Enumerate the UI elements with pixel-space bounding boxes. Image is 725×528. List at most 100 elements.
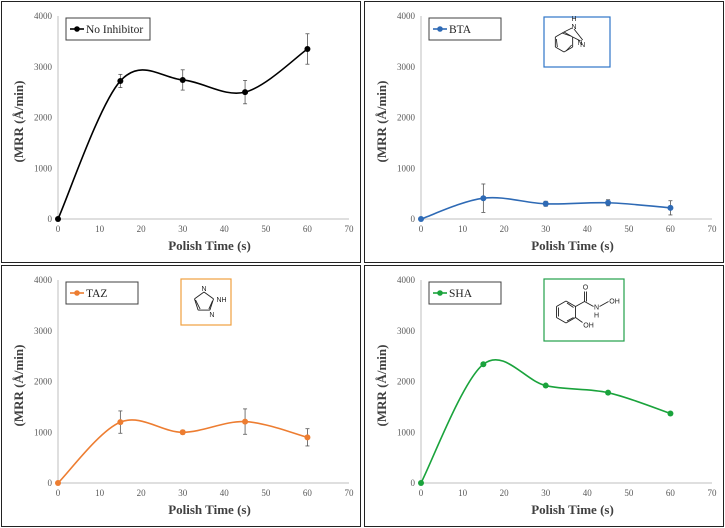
y-tick-label: 0: [411, 478, 416, 488]
y-tick-label: 0: [48, 214, 53, 224]
legend-marker: [437, 290, 443, 296]
legend-label: No Inhibitor: [86, 24, 143, 36]
structure-atom-label: N: [571, 24, 576, 31]
legend-label: SHA: [449, 288, 473, 300]
legend: SHA: [428, 281, 502, 305]
chart-panel-no-inhibitor: 0 1000 2000 3000 4000 0 10 20 30 40 50 60 70 Polish T…: [1, 1, 361, 263]
x-axis-title: Polish Time (s): [168, 238, 251, 253]
y-tick-label: 3000: [34, 326, 53, 336]
data-point: [418, 480, 424, 486]
x-tick-label: 70: [345, 224, 355, 234]
data-point: [480, 361, 487, 368]
y-tick-label: 3000: [397, 326, 416, 336]
y-tick-label: 2000: [34, 113, 53, 123]
legend: TAZ: [65, 281, 139, 305]
triazole-structure: N NH N: [180, 278, 232, 326]
x-axis-title: Polish Time (s): [168, 502, 251, 517]
y-tick-label: 1000: [34, 427, 53, 437]
x-tick-label: 20: [500, 224, 510, 234]
chart-panel-taz: 0 1000 2000 3000 4000 0 10 20 30 40 50 60 70 Polish T…: [1, 265, 361, 527]
x-axis-title: Polish Time (s): [531, 502, 614, 517]
y-tick-label: 0: [48, 478, 53, 488]
x-tick-label: 50: [261, 224, 271, 234]
structure-atom-label: O: [583, 285, 589, 292]
x-axis-title: Polish Time (s): [531, 238, 614, 253]
y-tick-label: 4000: [34, 275, 53, 285]
series-line: [420, 358, 671, 484]
structure-atom-label: OH: [609, 299, 620, 306]
x-tick-label: 0: [56, 224, 61, 234]
y-tick-label: 4000: [397, 275, 416, 285]
data-point: [667, 410, 674, 417]
x-tick-label: 50: [624, 224, 634, 234]
x-tick-label: 50: [624, 488, 634, 498]
data-point: [242, 418, 249, 425]
structure-atom-label: NH: [216, 297, 226, 304]
legend-box: [428, 17, 502, 41]
x-tick-label: 10: [95, 224, 105, 234]
x-tick-label: 0: [419, 488, 424, 498]
y-tick-label: 3000: [397, 62, 416, 72]
data-point: [55, 216, 61, 222]
chart-svg-bta: 0 1000 2000 3000 4000 0 10 20 30 40 50 60 70 Polish T…: [374, 11, 718, 253]
x-tick-label: 0: [419, 224, 424, 234]
x-tick-label: 60: [666, 488, 676, 498]
structure-atom-label: OH: [583, 323, 594, 330]
x-tick-label: 70: [708, 488, 718, 498]
legend: BTA: [428, 17, 502, 41]
x-tick-label: 40: [583, 488, 593, 498]
x-tick-label: 40: [220, 224, 230, 234]
chart-svg-sha: 0 1000 2000 3000 4000 0 10 20 30 40 50 60 70 Polish T…: [374, 275, 718, 517]
x-tick-label: 70: [345, 488, 355, 498]
x-tick-label: 20: [137, 488, 147, 498]
x-tick-label: 60: [303, 224, 313, 234]
x-tick-label: 60: [303, 488, 313, 498]
y-tick-label: 2000: [397, 113, 416, 123]
data-point: [117, 77, 124, 84]
legend-label: TAZ: [86, 288, 107, 300]
y-tick-label: 2000: [397, 377, 416, 387]
structure-atom-label: N: [209, 312, 214, 319]
chart-svg-no-inhibitor: 0 1000 2000 3000 4000 0 10 20 30 40 50 60 70 Polish T…: [11, 11, 355, 253]
data-point: [480, 195, 487, 202]
x-tick-label: 40: [583, 224, 593, 234]
legend-marker: [74, 26, 80, 32]
y-axis-title: (MRR (Å/min): [374, 345, 389, 427]
x-tick-label: 10: [458, 224, 468, 234]
x-tick-label: 30: [178, 224, 188, 234]
data-point: [605, 389, 612, 396]
y-axis-title: (MRR (Å/min): [374, 81, 389, 163]
legend: No Inhibitor: [65, 17, 151, 41]
structure-atom-label: N: [577, 40, 582, 47]
legend-marker: [437, 26, 443, 32]
y-tick-label: 4000: [397, 11, 416, 21]
structure-atom-label: N: [594, 305, 599, 312]
legend-label: BTA: [449, 24, 472, 36]
data-point: [605, 199, 612, 206]
y-tick-label: 4000: [34, 11, 53, 21]
data-point: [179, 429, 186, 436]
legend-box: [428, 281, 502, 305]
chart-svg-taz: 0 1000 2000 3000 4000 0 10 20 30 40 50 60 70 Polish T…: [11, 275, 355, 517]
y-tick-label: 1000: [397, 163, 416, 173]
x-tick-label: 70: [708, 224, 718, 234]
y-axis-title: (MRR (Å/min): [11, 345, 26, 427]
y-tick-label: 2000: [34, 377, 53, 387]
data-point: [117, 419, 124, 426]
y-tick-label: 0: [411, 214, 416, 224]
data-point: [304, 45, 311, 52]
structure-atom-label: N: [201, 286, 206, 293]
y-tick-label: 3000: [34, 62, 53, 72]
x-tick-label: 10: [95, 488, 105, 498]
y-axis-title: (MRR (Å/min): [11, 81, 26, 163]
series-line: [57, 48, 308, 220]
data-point: [55, 480, 61, 486]
x-tick-label: 30: [178, 488, 188, 498]
x-tick-label: 40: [220, 488, 230, 498]
data-point: [667, 204, 674, 211]
x-tick-label: 10: [458, 488, 468, 498]
data-point: [542, 200, 549, 207]
x-tick-label: 60: [666, 224, 676, 234]
